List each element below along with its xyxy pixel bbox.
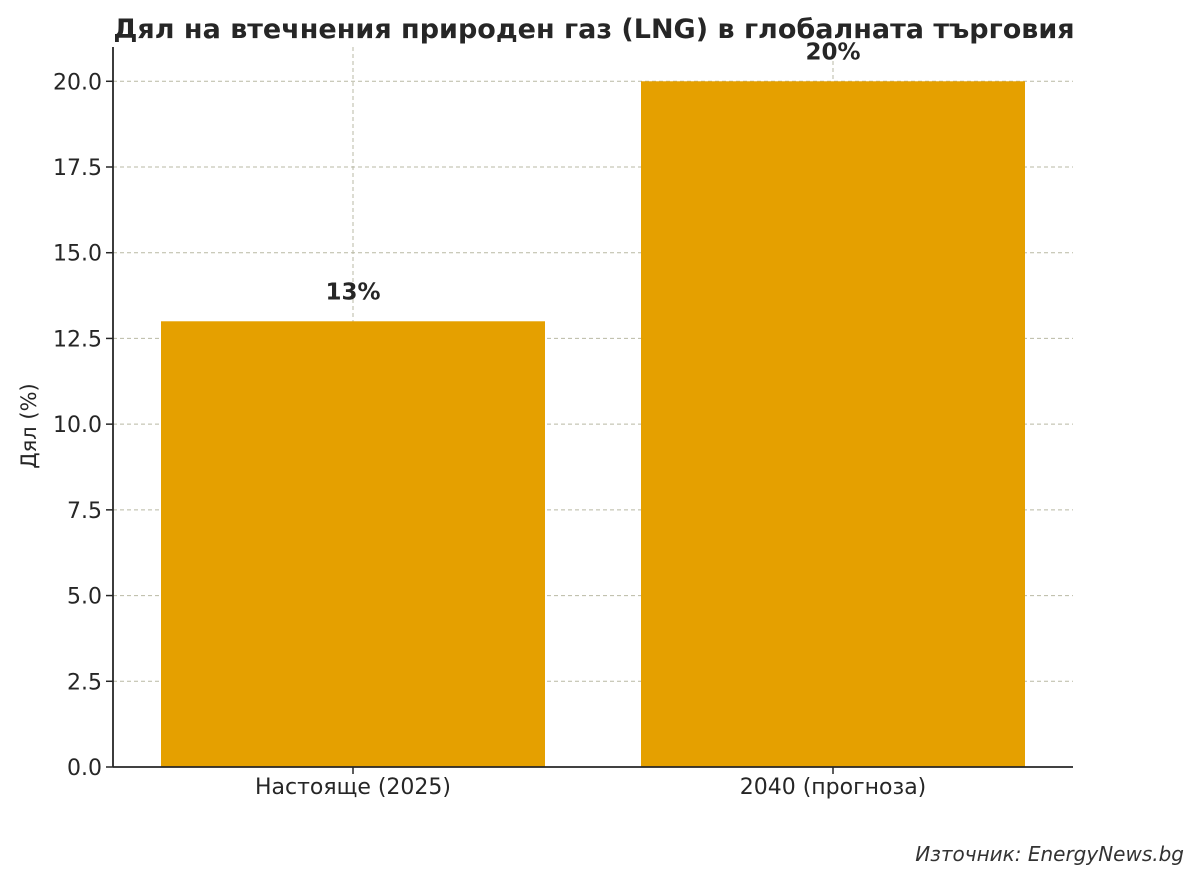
y-axis-ticks: 0.0 2.5 5.0 7.5 10.0 12.5 15.0 17.5 20.0 <box>53 70 113 781</box>
chart-title: Дял на втечнения природен газ (LNG) в гл… <box>113 14 1074 45</box>
y-tick-label: 2.5 <box>67 670 102 695</box>
y-tick-label: 5.0 <box>67 585 102 610</box>
x-tick-label: 2040 (прогноза) <box>740 775 927 800</box>
y-tick-label: 10.0 <box>53 413 102 438</box>
y-tick-label: 12.5 <box>53 327 102 352</box>
x-axis-ticks: Настояще (2025) 2040 (прогноза) <box>255 767 926 800</box>
y-axis-label: Дял (%) <box>17 383 41 468</box>
y-tick-label: 20.0 <box>53 70 102 95</box>
y-tick-label: 17.5 <box>53 156 102 181</box>
source-note: Източник: EnergyNews.bg <box>915 842 1184 866</box>
x-tick-label: Настояще (2025) <box>255 775 451 800</box>
bar-value-label: 20% <box>805 39 860 65</box>
data-labels: 13% 20% <box>325 39 860 305</box>
y-tick-label: 0.0 <box>67 756 102 781</box>
bars <box>161 81 1025 768</box>
y-tick-label: 7.5 <box>67 499 102 524</box>
bar <box>161 321 545 767</box>
bar <box>641 81 1025 768</box>
bar-value-label: 13% <box>325 279 380 305</box>
y-tick-label: 15.0 <box>53 242 102 267</box>
